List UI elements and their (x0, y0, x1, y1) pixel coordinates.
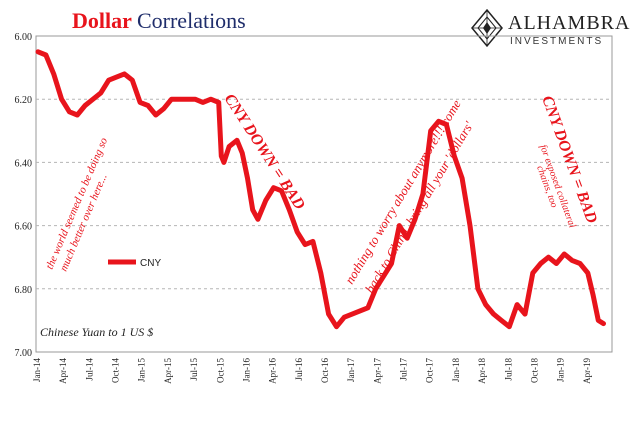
y-tick-label: 7.00 (15, 348, 33, 359)
x-tick-label: Jan-18 (451, 358, 461, 382)
logo-subtitle: INVESTMENTS (510, 36, 604, 47)
x-tick-label: Jan-14 (32, 358, 42, 382)
annotation-text: nothing to worry about anymore!!! come (342, 97, 464, 287)
x-tick-label: Jan-17 (346, 358, 356, 382)
x-tick-label: Jul-16 (294, 358, 304, 381)
legend-label-cny: CNY (140, 258, 161, 269)
x-tick-label: Jul-15 (189, 358, 199, 381)
annotation-text: CNY DOWN = BAD (221, 91, 309, 213)
chart-title: Dollar Correlations (72, 8, 246, 34)
x-tick-label: Oct-18 (529, 358, 539, 383)
x-tick-label: Oct-15 (215, 358, 225, 383)
series-line-cny (35, 49, 606, 330)
plot-frame (35, 35, 613, 353)
x-tick-label: Apr-16 (268, 358, 278, 384)
chart-subtitle: Chinese Yuan to 1 US $ (40, 325, 153, 339)
x-tick-label: Apr-18 (477, 358, 487, 384)
annotation-text: back to China, bring all your 'dollars' (362, 119, 477, 296)
x-tick-label: Apr-14 (58, 358, 68, 384)
y-tick-label: 6.60 (15, 222, 33, 233)
x-tick-label: Oct-14 (111, 358, 121, 383)
x-tick-label: Oct-16 (320, 358, 330, 383)
y-tick-label: 6.80 (15, 285, 33, 296)
title-word-correlations: Correlations (136, 8, 246, 33)
x-tick-label: Jul-18 (503, 358, 513, 381)
y-tick-label: 6.00 (15, 32, 33, 43)
x-tick-label: Apr-19 (582, 358, 592, 384)
x-tick-label: Jan-15 (137, 358, 147, 382)
y-tick-label: 6.20 (15, 95, 33, 106)
y-tick-label: 6.40 (15, 158, 33, 169)
x-tick-label: Jul-14 (84, 358, 94, 381)
x-tick-label: Oct-17 (425, 358, 435, 383)
x-tick-label: Apr-17 (372, 358, 382, 384)
x-tick-label: Jan-16 (241, 358, 251, 382)
x-tick-label: Jul-17 (399, 358, 409, 381)
logo-name: ALHAMBRA (508, 12, 631, 34)
alhambra-diamond-icon (471, 8, 503, 48)
x-tick-label: Apr-15 (163, 358, 173, 384)
x-tick-label: Jan-19 (556, 358, 566, 382)
title-word-dollar: Dollar (72, 8, 132, 33)
alhambra-logo: ALHAMBRA INVESTMENTS (470, 8, 635, 52)
